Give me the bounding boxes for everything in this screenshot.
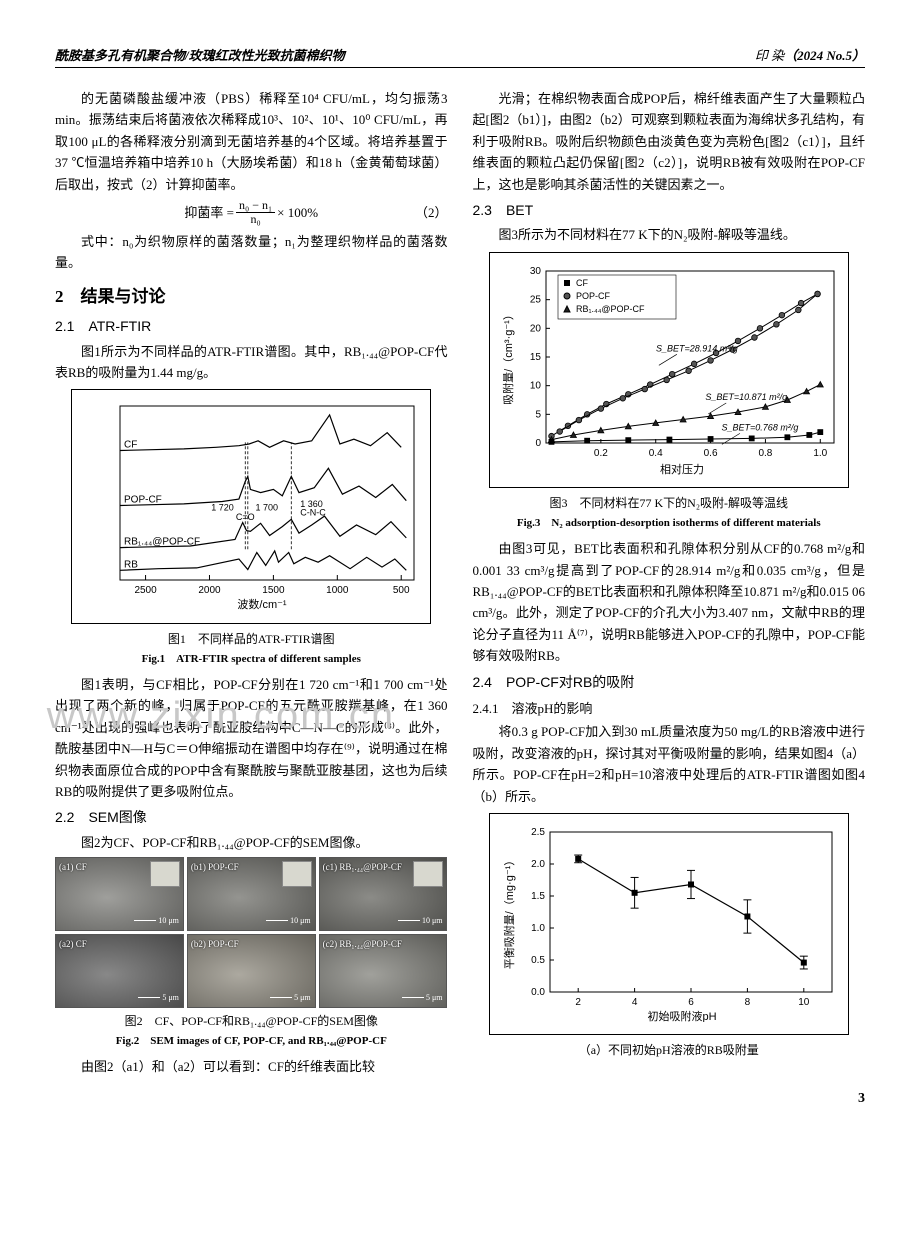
svg-text:S_BET=10.871 m²/g: S_BET=10.871 m²/g [705, 392, 787, 402]
svg-text:10: 10 [798, 997, 810, 1008]
svg-text:30: 30 [530, 266, 542, 277]
page-number: 3 [55, 1091, 865, 1107]
para: 图2为CF、POP-CF和RB₁.₄₄@POP-CF的SEM图像。 [55, 832, 448, 853]
sem-cell: (c2) RB₁.₄₄@POP-CF 5 μm [319, 934, 448, 1008]
svg-text:初始吸附液pH: 初始吸附液pH [647, 1009, 716, 1022]
ph-chart: 2 4 6 8 10 0.0 0.5 1.0 1.5 2.0 2.5 初始吸附液pH 平衡吸附量/（mg… [498, 824, 842, 1022]
para: 式中：n₀为织物原样的菌落数量；n₁为整理织物样品的菌落数量。 [55, 231, 448, 274]
subsection-heading: 2.4 POP-CF对RB的吸附 [473, 671, 866, 694]
fig4a-caption: （a）不同初始pH溶液的RB吸附量 [473, 1041, 866, 1061]
svg-text:S_BET=0.768 m²/g: S_BET=0.768 m²/g [721, 422, 798, 432]
ftir-chart: 2500 2000 1500 1000 500 波数/cm⁻¹ RB RB₁.₄₄@POP-C… [80, 400, 424, 610]
fig3-caption-en: Fig.3 N₂ adsorption-desorption isotherms… [473, 514, 866, 532]
svg-text:1 700: 1 700 [256, 503, 279, 513]
svg-text:8: 8 [744, 997, 750, 1008]
svg-text:C=O: C=O [236, 513, 255, 523]
para: 图3所示为不同材料在77 K下的N₂吸附-解吸等温线。 [473, 224, 866, 245]
fig3-caption-cn: 图3 不同材料在77 K下的N₂吸附-解吸等温线 [473, 494, 866, 514]
svg-text:10: 10 [530, 380, 542, 391]
subsection-heading: 2.2 SEM图像 [55, 806, 448, 829]
svg-text:0.2: 0.2 [594, 448, 608, 459]
para: 由图3可见，BET比表面积和孔隙体积分别从CF的0.768 m²/g和0.001… [473, 538, 866, 667]
bet-chart: 0.2 0.4 0.6 0.8 1.0 0 5 10 15 20 25 30 相对压力 吸附量/（cm³·… [498, 263, 842, 475]
svg-text:CF: CF [124, 440, 137, 451]
svg-text:15: 15 [530, 352, 542, 363]
svg-text:1500: 1500 [263, 585, 286, 596]
svg-text:0.0: 0.0 [531, 987, 545, 998]
svg-text:4: 4 [632, 997, 638, 1008]
figure-3: 0.2 0.4 0.6 0.8 1.0 0 5 10 15 20 25 30 相对压力 吸附量/（cm³·… [489, 252, 849, 488]
svg-text:6: 6 [688, 997, 694, 1008]
svg-text:0.6: 0.6 [703, 448, 717, 459]
fig2-caption-cn: 图2 CF、POP-CF和RB₁.₄₄@POP-CF的SEM图像 [55, 1012, 448, 1032]
header-title: 酰胺基多孔有机聚合物/玫瑰红改性光致抗菌棉织物 [55, 45, 345, 64]
svg-text:2500: 2500 [135, 585, 158, 596]
para: 图1所示为不同样品的ATR-FTIR谱图。其中，RB₁.₄₄@POP-CF代表R… [55, 341, 448, 384]
fig1-caption-cn: 图1 不同样品的ATR-FTIR谱图 [55, 630, 448, 650]
fig1-caption-en: Fig.1 ATR-FTIR spectra of different samp… [55, 650, 448, 668]
svg-text:S_BET=28.914 m²/g: S_BET=28.914 m²/g [656, 343, 738, 353]
svg-text:1.0: 1.0 [531, 923, 545, 934]
left-column: 的无菌磷酸盐缓冲液（PBS）稀释至10⁴ CFU/mL，均匀振荡3 min。振荡… [55, 88, 448, 1077]
svg-text:2.5: 2.5 [531, 827, 545, 838]
svg-text:波数/cm⁻¹: 波数/cm⁻¹ [238, 598, 288, 610]
svg-text:25: 25 [530, 294, 542, 305]
para: 由图2（a1）和（a2）可以看到：CF的纤维表面比较 [55, 1056, 448, 1077]
equation-2: 抑菌率 = n₀ − n₁ n₀ × 100% （2） [55, 199, 448, 226]
sem-cell: (b1) POP-CF 10 μm [187, 857, 316, 931]
para: 将0.3 g POP-CF加入到30 mL质量浓度为50 mg/L的RB溶液中进… [473, 721, 866, 807]
svg-text:2: 2 [575, 997, 581, 1008]
svg-text:0: 0 [535, 438, 541, 449]
svg-text:1 720: 1 720 [211, 503, 234, 513]
svg-text:0.5: 0.5 [531, 955, 545, 966]
svg-text:平衡吸附量/（mg·g⁻¹）: 平衡吸附量/（mg·g⁻¹） [502, 855, 516, 970]
svg-text:CF: CF [576, 278, 588, 288]
svg-text:POP-CF: POP-CF [576, 291, 611, 301]
svg-text:500: 500 [393, 585, 410, 596]
svg-text:20: 20 [530, 323, 542, 334]
header-issue: 印 染（2024 No.5） [755, 45, 865, 64]
para: 光滑；在棉织物表面合成POP后，棉纤维表面产生了大量颗粒凸起[图2（b1）]，由… [473, 88, 866, 195]
figure-2-sem-grid: (a1) CF 10 μm(b1) POP-CF 10 μm(c1) RB₁.₄… [55, 857, 448, 1008]
svg-text:RB₁.₄₄@POP-CF: RB₁.₄₄@POP-CF [576, 304, 645, 314]
right-column: 光滑；在棉织物表面合成POP后，棉纤维表面产生了大量颗粒凸起[图2（b1）]，由… [473, 88, 866, 1077]
sem-cell: (c1) RB₁.₄₄@POP-CF 10 μm [319, 857, 448, 931]
sem-cell: (a2) CF 5 μm [55, 934, 184, 1008]
svg-text:2000: 2000 [199, 585, 222, 596]
svg-text:1000: 1000 [326, 585, 349, 596]
svg-text:相对压力: 相对压力 [660, 462, 704, 475]
sem-cell: (b2) POP-CF 5 μm [187, 934, 316, 1008]
figure-4a: 2 4 6 8 10 0.0 0.5 1.0 1.5 2.0 2.5 初始吸附液pH 平衡吸附量/（mg… [489, 813, 849, 1035]
svg-text:POP-CF: POP-CF [124, 495, 162, 506]
svg-text:1.5: 1.5 [531, 891, 545, 902]
subsection-heading: 2.1 ATR-FTIR [55, 315, 448, 338]
section-heading: 2 结果与讨论 [55, 283, 448, 311]
svg-text:RB₁.₄₄@POP-CF: RB₁.₄₄@POP-CF [124, 537, 200, 548]
svg-text:1.0: 1.0 [813, 448, 827, 459]
sem-cell: (a1) CF 10 μm [55, 857, 184, 931]
svg-text:0.4: 0.4 [649, 448, 663, 459]
svg-text:5: 5 [535, 409, 541, 420]
svg-text:RB: RB [124, 560, 138, 571]
para: 的无菌磷酸盐缓冲液（PBS）稀释至10⁴ CFU/mL，均匀振荡3 min。振荡… [55, 88, 448, 195]
subsubsection-heading: 2.4.1 溶液pH的影响 [473, 698, 866, 719]
figure-1: 2500 2000 1500 1000 500 波数/cm⁻¹ RB RB₁.₄₄@POP-C… [71, 389, 431, 623]
page-header: 酰胺基多孔有机聚合物/玫瑰红改性光致抗菌棉织物 印 染（2024 No.5） [55, 45, 865, 68]
fig2-caption-en: Fig.2 SEM images of CF, POP-CF, and RB₁.… [55, 1032, 448, 1050]
para: 图1表明，与CF相比，POP-CF分别在1 720 cm⁻¹和1 700 cm⁻… [55, 674, 448, 803]
svg-text:2.0: 2.0 [531, 859, 545, 870]
subsection-heading: 2.3 BET [473, 199, 866, 222]
svg-text:C-N-C: C-N-C [300, 508, 326, 518]
svg-text:吸附量/（cm³·g⁻¹）: 吸附量/（cm³·g⁻¹） [501, 309, 515, 405]
svg-text:0.8: 0.8 [758, 448, 772, 459]
